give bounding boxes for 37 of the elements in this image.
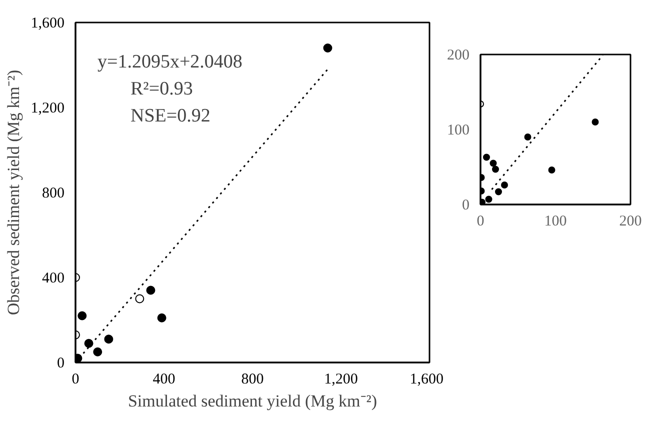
annotation: NSE=0.92 xyxy=(130,106,210,126)
x-tick-label: 400 xyxy=(152,372,176,388)
point xyxy=(78,311,87,320)
annotation: R²=0.93 xyxy=(130,78,193,100)
y-tick-label: 200 xyxy=(447,48,470,64)
point xyxy=(490,160,497,167)
point xyxy=(501,182,508,188)
point xyxy=(146,286,156,295)
x-tick-label: 800 xyxy=(241,372,264,388)
y-tick-label: 0 xyxy=(462,198,470,214)
point xyxy=(592,118,599,126)
point xyxy=(104,334,114,344)
x-tick-label: 100 xyxy=(544,214,567,230)
x-axis-title: Simulated sediment yield (Mg km⁻²) xyxy=(128,392,378,410)
annotation: y=1.2095x+2.0408 xyxy=(98,52,242,72)
y-tick-label: 100 xyxy=(447,122,470,138)
x-tick-label: 0 xyxy=(72,372,80,388)
x-tick-label: 200 xyxy=(619,214,642,230)
point xyxy=(84,338,94,348)
point xyxy=(485,196,492,203)
point xyxy=(524,134,532,140)
y-axis-title: Observed sediment yield (Mg km⁻²) xyxy=(4,70,23,316)
point xyxy=(492,166,499,173)
point xyxy=(483,154,490,161)
y-tick-label: 0 xyxy=(57,356,64,372)
point xyxy=(495,188,502,196)
point xyxy=(323,44,332,52)
x-tick-label: 0 xyxy=(476,214,484,230)
point xyxy=(548,166,556,174)
x-tick-label: 1,600 xyxy=(410,372,444,388)
y-tick-label: 1,600 xyxy=(30,16,64,32)
x-tick-label: 1,200 xyxy=(324,372,358,388)
y-tick-label: 400 xyxy=(42,270,64,286)
y-tick-label: 1,200 xyxy=(30,100,64,116)
point xyxy=(157,313,166,322)
y-tick-label: 800 xyxy=(42,186,64,202)
point xyxy=(93,347,102,356)
